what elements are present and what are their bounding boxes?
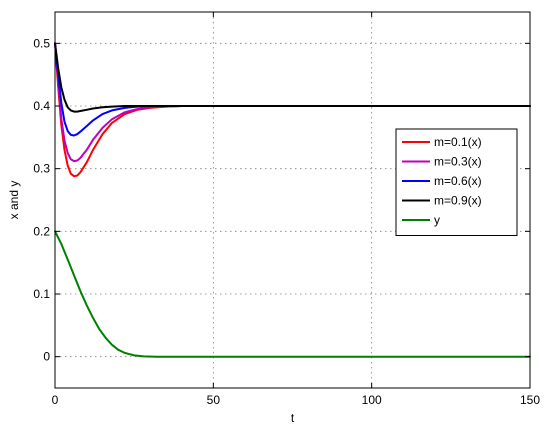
legend-label: m=0.1(x) [434, 135, 482, 149]
legend-label: m=0.9(x) [434, 194, 482, 208]
legend-label: y [434, 213, 440, 227]
series-lines [54, 42, 531, 358]
x-tick-label: 100 [362, 393, 382, 407]
y-tick-label: 0.4 [33, 99, 50, 113]
x-tick-label: 0 [52, 393, 59, 407]
y-tick-label: 0.5 [33, 36, 50, 50]
y-tick-label: 0 [43, 350, 50, 364]
x-tick-label: 50 [207, 393, 221, 407]
y-tick-label: 0.1 [33, 287, 50, 301]
series-line [54, 42, 531, 113]
legend-box [395, 128, 518, 236]
legend-label: m=0.3(x) [434, 155, 482, 169]
legend-label: m=0.6(x) [434, 174, 482, 188]
x-tick-label: 150 [520, 393, 540, 407]
y-axis-label: x and y [7, 181, 21, 220]
y-tick-label: 0.2 [33, 224, 50, 238]
series-line [54, 230, 531, 358]
axis-ticks: 0 50 100 150 0 0.1 0.2 0.3 0.4 0.5 [33, 12, 540, 407]
plot-frame [54, 11, 531, 389]
y-tick-label: 0.3 [33, 162, 50, 176]
legend: m=0.1(x) m=0.3(x) m=0.6(x) m=0.9(x) y [395, 128, 518, 236]
x-axis-label: t [291, 411, 295, 425]
